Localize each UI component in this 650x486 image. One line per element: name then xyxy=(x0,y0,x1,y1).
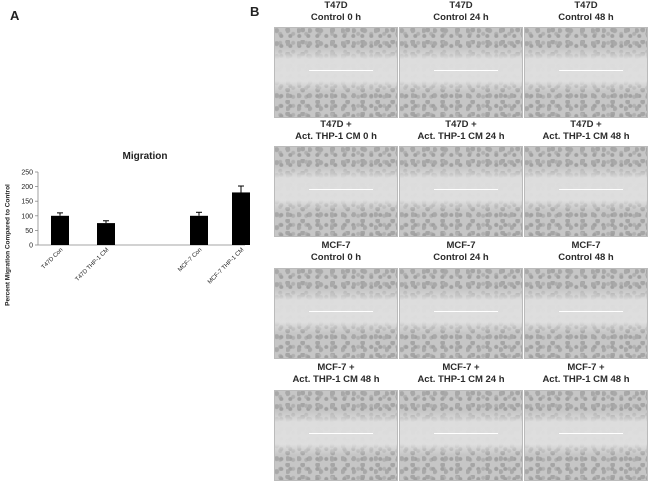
micrograph-label-line1: MCF-7 + xyxy=(567,362,605,373)
micrograph-label: MCF-7 Control 48 h xyxy=(524,240,648,264)
y-tick-label: 250 xyxy=(21,170,33,177)
wound-healing-micrograph xyxy=(399,27,523,118)
scale-bar xyxy=(434,69,498,71)
micrograph-label-line1: T47D + xyxy=(320,119,352,130)
micrograph-label-line2: Act. THP-1 CM 24 h xyxy=(417,131,505,142)
micrograph-label-line2: Control 48 h xyxy=(558,252,614,263)
micrograph-label-line2: Control 0 h xyxy=(310,252,362,263)
micrograph-label-line2: Act. THP-1 CM 0 h xyxy=(295,131,377,142)
micrograph-label-line1: MCF-7 + xyxy=(442,362,480,373)
micrograph-label: T47D Control 48 h xyxy=(524,0,648,24)
x-tick-label: T47D THP-1 CM xyxy=(75,247,111,283)
wound-healing-micrograph xyxy=(524,27,648,118)
x-tick-label: MCF-7 Con xyxy=(177,247,203,273)
micrograph-label-line2: Control 24 h xyxy=(433,12,489,23)
x-tick-label: MCF-7 THP-1 CM xyxy=(207,247,245,285)
micrograph-label-line2: Act. THP-1 CM 24 h xyxy=(417,374,505,385)
scale-bar xyxy=(434,188,498,190)
scale-bar xyxy=(559,188,623,190)
micrograph-label-line1: T47D xyxy=(449,0,473,11)
micrograph-label-line2: Control 24 h xyxy=(433,252,489,263)
micrograph-label: T47D Control 0 h xyxy=(274,0,398,24)
micrograph-label-line1: T47D + xyxy=(445,119,477,130)
scale-bar xyxy=(309,69,373,71)
bar xyxy=(190,215,208,245)
y-tick-label: 100 xyxy=(21,213,33,220)
micrograph-label-line1: T47D xyxy=(574,0,598,11)
wound-healing-micrograph xyxy=(524,146,648,237)
y-tick-label: 200 xyxy=(21,184,33,191)
micrograph-label-line2: Act. THP-1 CM 48 h xyxy=(292,374,380,385)
micrograph-label: T47D + Act. THP-1 CM 48 h xyxy=(524,119,648,143)
y-tick-label: 0 xyxy=(29,243,33,250)
micrograph-label-line2: Control 48 h xyxy=(558,12,614,23)
wound-healing-micrograph xyxy=(274,146,398,237)
wound-healing-micrograph xyxy=(274,390,398,481)
micrograph-label-line2: Act. THP-1 CM 48 h xyxy=(542,131,630,142)
micrograph-label-line1: MCF-7 xyxy=(571,240,601,251)
wound-healing-micrograph xyxy=(399,268,523,359)
scale-bar xyxy=(309,188,373,190)
chart-title: Migration xyxy=(122,151,168,162)
scale-bar xyxy=(434,310,498,312)
panel-b-letter: B xyxy=(250,4,260,19)
micrograph-label: T47D Control 24 h xyxy=(399,0,523,24)
y-tick-label: 50 xyxy=(25,228,33,235)
micrograph-label: MCF-7 + Act. THP-1 CM 24 h xyxy=(399,362,523,386)
scale-bar xyxy=(559,432,623,434)
scale-bar xyxy=(434,432,498,434)
micrograph-label: MCF-7 Control 24 h xyxy=(399,240,523,264)
micrograph-label-line1: MCF-7 xyxy=(446,240,476,251)
micrograph-label-line2: Act. THP-1 CM 48 h xyxy=(542,374,630,385)
micrograph-label-line1: T47D + xyxy=(570,119,602,130)
wound-healing-micrograph xyxy=(524,390,648,481)
wound-healing-micrograph xyxy=(274,268,398,359)
wound-healing-micrograph xyxy=(399,390,523,481)
micrograph-label-line1: MCF-7 xyxy=(321,240,351,251)
scale-bar xyxy=(309,432,373,434)
micrograph-label: MCF-7 + Act. THP-1 CM 48 h xyxy=(274,362,398,386)
micrograph-label-line2: Control 0 h xyxy=(310,12,362,23)
scale-bar xyxy=(309,310,373,312)
x-tick-label: T47D Con xyxy=(41,247,65,271)
panel-a-letter: A xyxy=(10,8,20,23)
bar xyxy=(232,192,250,245)
micrograph-label: T47D + Act. THP-1 CM 0 h xyxy=(274,119,398,143)
micrograph-label: T47D + Act. THP-1 CM 24 h xyxy=(399,119,523,143)
y-tick-label: 150 xyxy=(21,199,33,206)
bar xyxy=(97,223,115,245)
wound-healing-micrograph xyxy=(524,268,648,359)
scale-bar xyxy=(559,310,623,312)
wound-healing-micrograph xyxy=(399,146,523,237)
wound-healing-micrograph xyxy=(274,27,398,118)
migration-bar-chart: 0 50 100 150 200 250 T47D Con T47D THP-1 CM MCF-… xyxy=(21,170,250,286)
bar xyxy=(51,215,69,245)
micrograph-label: MCF-7 Control 0 h xyxy=(274,240,398,264)
micrograph-label: MCF-7 + Act. THP-1 CM 48 h xyxy=(524,362,648,386)
micrograph-label-line1: T47D xyxy=(324,0,348,11)
scale-bar xyxy=(559,69,623,71)
micrograph-label-line1: MCF-7 + xyxy=(317,362,355,373)
